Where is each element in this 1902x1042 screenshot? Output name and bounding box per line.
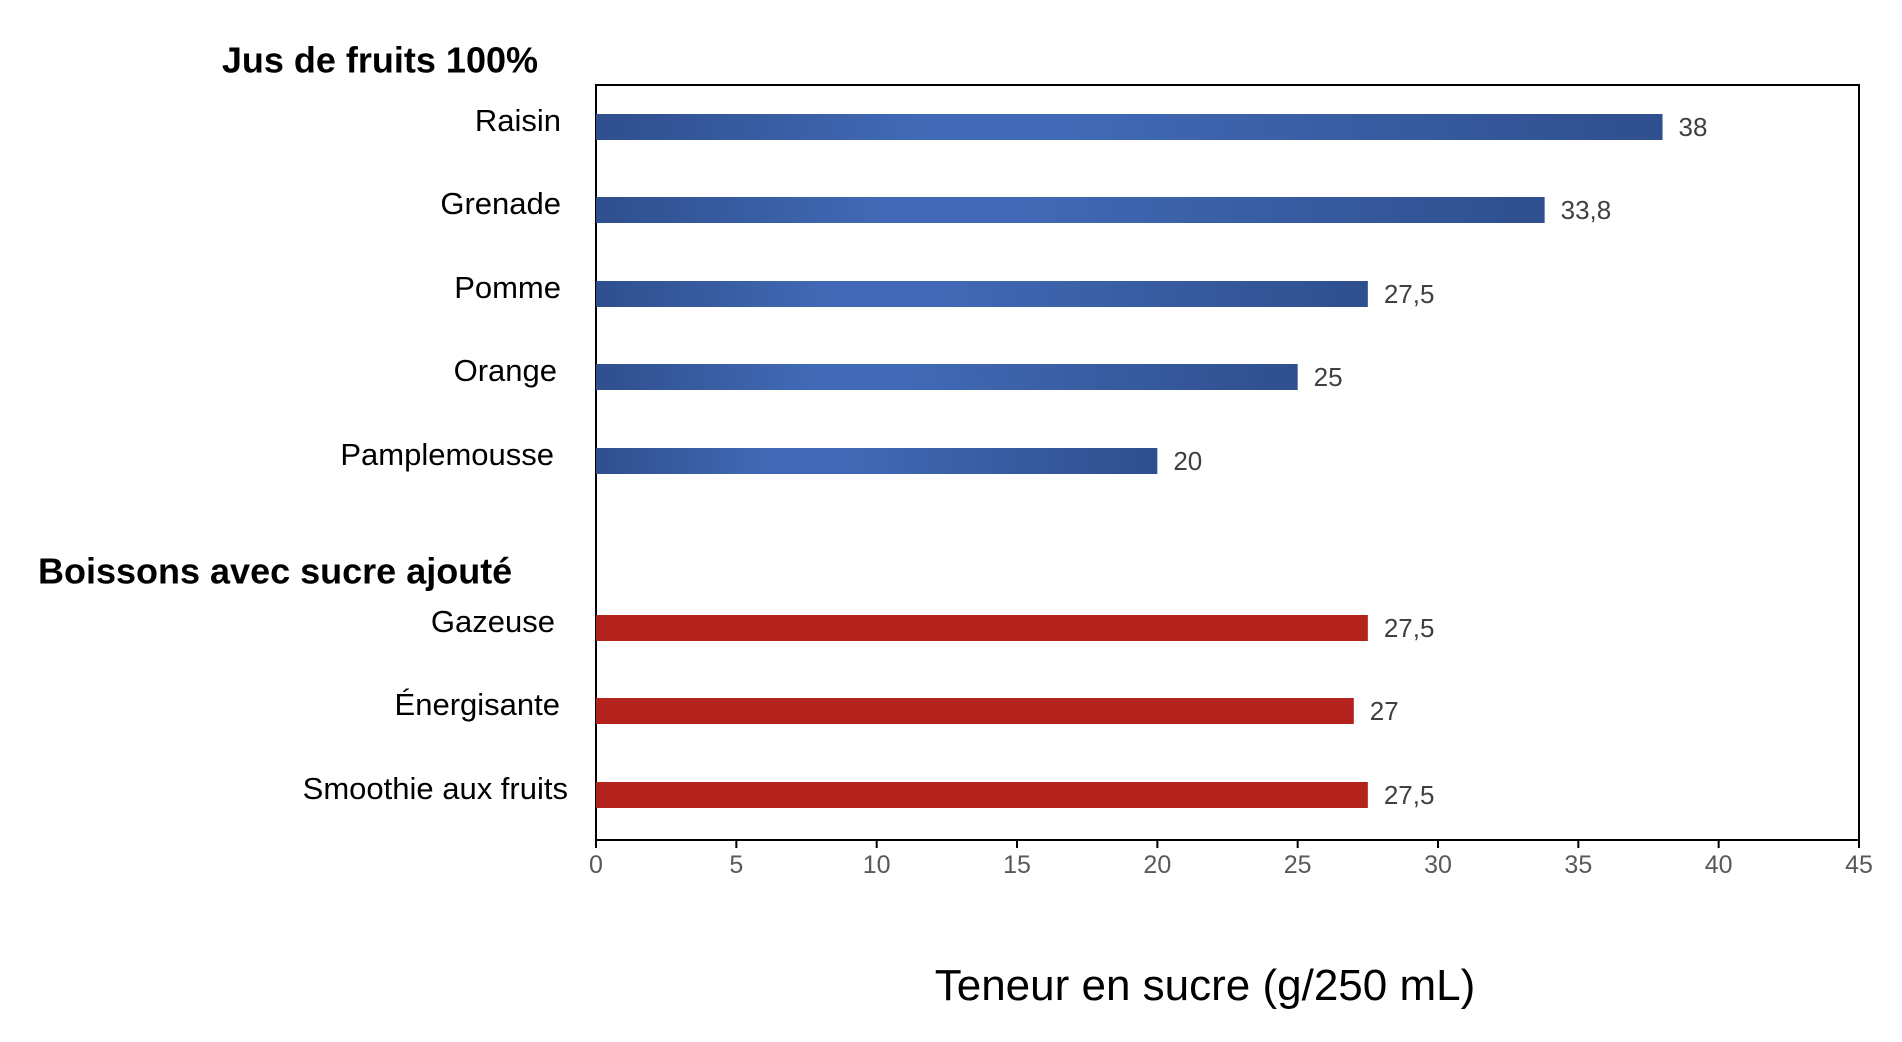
bar-0-0 xyxy=(596,114,1663,140)
bar-1-1 xyxy=(596,698,1354,724)
value-label: 27,5 xyxy=(1384,780,1435,810)
group-title-1: Boissons avec sucre ajouté xyxy=(38,551,512,592)
category-label: Orange xyxy=(454,353,557,388)
bar-1-2 xyxy=(596,782,1368,808)
value-label: 20 xyxy=(1173,446,1202,476)
value-label: 25 xyxy=(1314,362,1343,392)
x-tick-label: 0 xyxy=(589,851,603,879)
x-tick-label: 45 xyxy=(1845,851,1873,879)
bar-0-4 xyxy=(596,448,1158,474)
value-label: 27,5 xyxy=(1384,613,1435,643)
bar-0-3 xyxy=(596,364,1298,390)
x-tick-label: 20 xyxy=(1143,851,1171,879)
category-label: Pomme xyxy=(454,270,561,305)
value-label: 27,5 xyxy=(1384,279,1435,309)
category-label: Énergisante xyxy=(395,687,560,722)
x-tick-label: 35 xyxy=(1564,851,1592,879)
x-tick-label: 30 xyxy=(1424,851,1452,879)
x-tick-label: 40 xyxy=(1705,851,1733,879)
bar-0-2 xyxy=(596,281,1368,307)
x-tick-label: 10 xyxy=(863,851,891,879)
category-label: Pamplemousse xyxy=(340,437,554,472)
value-label: 33,8 xyxy=(1561,195,1612,225)
category-label: Grenade xyxy=(440,186,561,221)
category-label: Gazeuse xyxy=(431,604,555,639)
value-label: 27 xyxy=(1370,696,1399,726)
x-tick-label: 25 xyxy=(1284,851,1312,879)
x-tick-label: 5 xyxy=(729,851,743,879)
bar-1-0 xyxy=(596,615,1368,641)
x-tick-label: 15 xyxy=(1003,851,1031,879)
x-axis-label: Teneur en sucre (g/250 mL) xyxy=(935,961,1476,1010)
value-label: 38 xyxy=(1679,112,1708,142)
category-label: Raisin xyxy=(475,103,561,138)
group-title-0: Jus de fruits 100% xyxy=(222,40,538,81)
category-label: Smoothie aux fruits xyxy=(303,771,568,806)
bar-0-1 xyxy=(596,197,1545,223)
